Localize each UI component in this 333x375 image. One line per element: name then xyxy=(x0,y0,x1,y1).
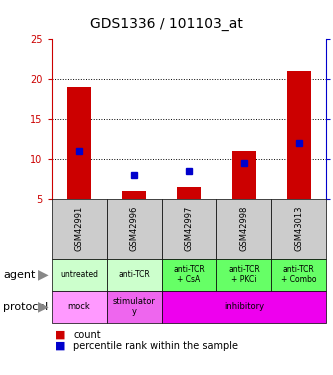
Text: agent: agent xyxy=(3,270,36,280)
Bar xyxy=(176,187,201,199)
Text: GSM42998: GSM42998 xyxy=(239,206,248,251)
Text: inhibitory: inhibitory xyxy=(224,302,264,311)
Text: stimulator
y: stimulator y xyxy=(113,297,156,316)
Bar xyxy=(122,191,147,199)
Text: count: count xyxy=(73,330,101,339)
Text: untreated: untreated xyxy=(60,270,98,279)
Text: anti-TCR
+ PKCi: anti-TCR + PKCi xyxy=(228,265,260,284)
Text: GSM42997: GSM42997 xyxy=(184,206,193,251)
Text: ▶: ▶ xyxy=(38,268,49,282)
Text: anti-TCR
+ CsA: anti-TCR + CsA xyxy=(173,265,205,284)
Text: GSM43013: GSM43013 xyxy=(294,206,303,252)
Bar xyxy=(67,87,92,199)
Text: mock: mock xyxy=(68,302,91,311)
Text: ■: ■ xyxy=(55,341,66,351)
Text: anti-TCR
+ Combo: anti-TCR + Combo xyxy=(281,265,317,284)
Bar xyxy=(286,71,311,199)
Text: GSM42996: GSM42996 xyxy=(130,206,139,251)
Text: GDS1336 / 101103_at: GDS1336 / 101103_at xyxy=(90,17,243,31)
Text: ■: ■ xyxy=(55,330,66,339)
Text: ▶: ▶ xyxy=(38,300,49,314)
Text: protocol: protocol xyxy=(3,302,49,312)
Text: anti-TCR: anti-TCR xyxy=(118,270,150,279)
Text: percentile rank within the sample: percentile rank within the sample xyxy=(73,341,238,351)
Bar xyxy=(231,151,256,199)
Text: GSM42991: GSM42991 xyxy=(75,206,84,251)
